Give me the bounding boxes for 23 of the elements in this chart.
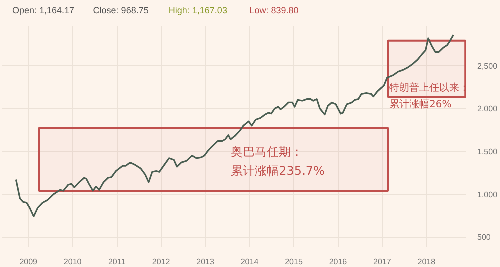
x-tick-label: 2015 (285, 258, 304, 266)
x-tick-label: 2013 (196, 258, 215, 266)
text: Low: 839.80 (250, 6, 299, 16)
x-tick-label: 2017 (374, 258, 392, 266)
x-tick-label: 2018 (418, 258, 436, 266)
annotation: 累计涨幅235.7% (231, 164, 325, 178)
band-label: 特朗普上任以来： (390, 82, 470, 94)
x-tick-label: 2009 (20, 258, 38, 266)
text: High: 1,167.03 (168, 6, 228, 16)
y-tick-label: 2,000 (478, 104, 498, 114)
annotation: 累计涨幅26% (390, 98, 452, 110)
x-tick-label: 2014 (240, 258, 260, 266)
y-tick-label: 1,500 (478, 148, 498, 157)
y-tick-label: 1,000 (478, 190, 498, 200)
y-tick-label: 500 (478, 233, 492, 242)
y-tick-label: 2,500 (478, 62, 498, 71)
x-tick-label: 2010 (64, 258, 82, 266)
x-tick-label: 2016 (329, 258, 348, 266)
x-tick-label: 2012 (152, 258, 171, 266)
x-tick-label: 2011 (108, 258, 126, 266)
text: Close: 968.75 (93, 6, 149, 16)
band-label: 奥巴马任期： (231, 145, 304, 160)
text: Open: 1,164.17 (12, 6, 75, 16)
